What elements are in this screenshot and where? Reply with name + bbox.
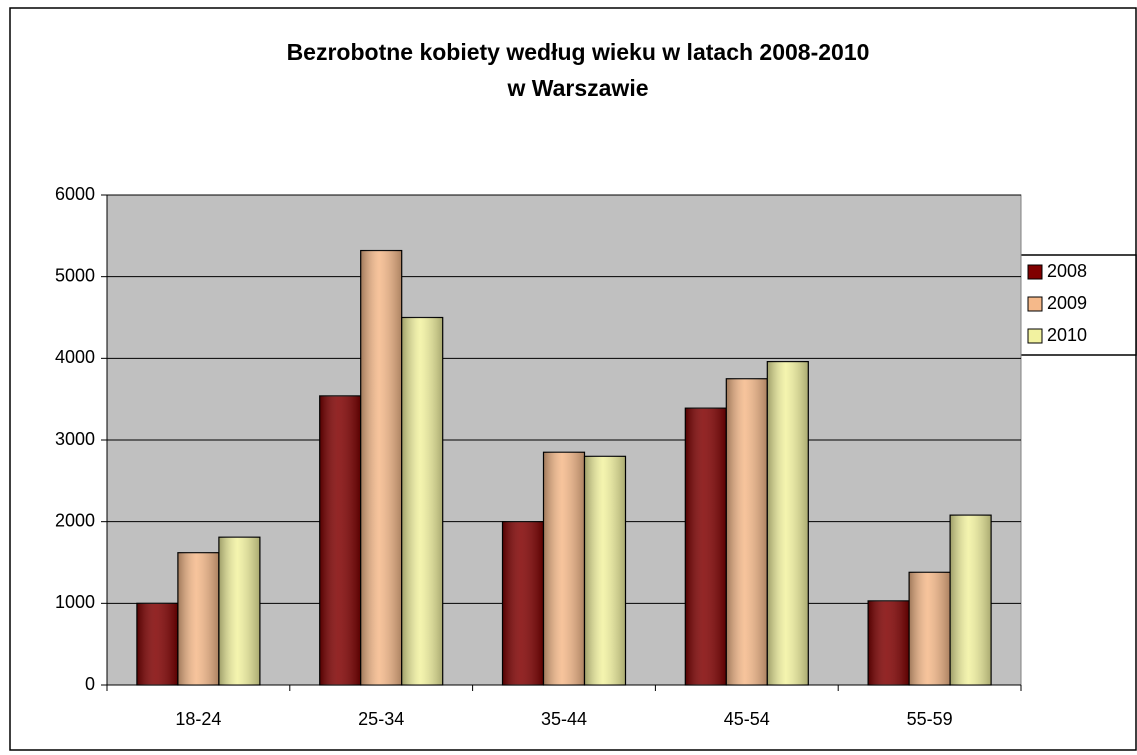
bar: [319, 395, 362, 686]
chart-title: w Warszawie: [506, 75, 648, 101]
y-tick-label: 4000: [55, 347, 95, 367]
y-tick-label: 3000: [55, 429, 95, 449]
legend-swatch: [1027, 328, 1043, 344]
bar: [501, 521, 545, 686]
bar: [177, 552, 220, 686]
y-tick-label: 5000: [55, 265, 95, 285]
legend-label: 2010: [1047, 325, 1087, 345]
bar: [949, 514, 992, 686]
chart-title: Bezrobotne kobiety według wieku w latach…: [287, 39, 870, 65]
legend-swatch: [1027, 296, 1043, 312]
bar: [542, 451, 586, 686]
bar: [725, 378, 768, 686]
y-tick-label: 0: [85, 674, 95, 694]
x-tick-label: 45-54: [724, 709, 770, 729]
bar: [867, 600, 910, 686]
bar: [218, 536, 261, 686]
bar: [583, 455, 627, 686]
x-tick-label: 18-24: [175, 709, 221, 729]
y-tick-label: 6000: [55, 184, 95, 204]
bar: [360, 249, 403, 686]
bar: [684, 407, 727, 686]
x-tick-label: 25-34: [358, 709, 404, 729]
bar: [908, 571, 951, 686]
legend-label: 2009: [1047, 293, 1087, 313]
y-tick-label: 1000: [55, 592, 95, 612]
y-tick-label: 2000: [55, 510, 95, 530]
x-tick-label: 55-59: [907, 709, 953, 729]
bar: [401, 316, 444, 686]
x-tick-label: 35-44: [541, 709, 587, 729]
bar: [136, 602, 179, 686]
legend-swatch: [1027, 264, 1043, 280]
bar: [766, 361, 809, 686]
legend-label: 2008: [1047, 261, 1087, 281]
